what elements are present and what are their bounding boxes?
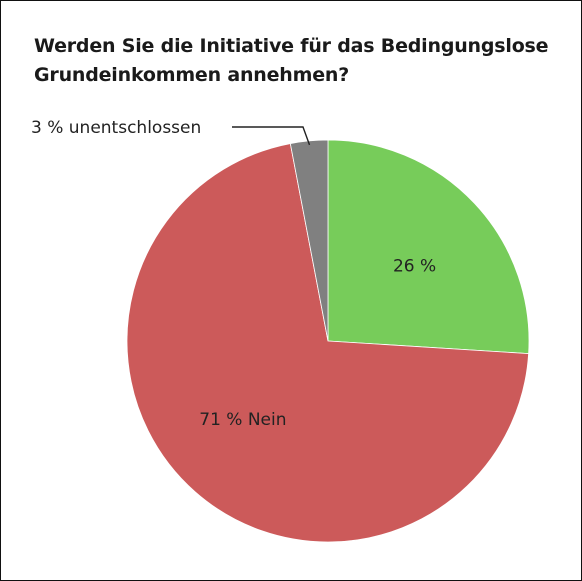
chart-title-line-1: Werden Sie die Initiative für das Beding… — [34, 35, 549, 57]
pie-slice-nein — [126, 143, 530, 543]
leader-line-unentschlossen — [232, 126, 311, 146]
slice-label-ja: 26 % — [393, 256, 436, 276]
pie-slice-unentschlossen — [289, 139, 329, 342]
pie-slice-ja — [327, 139, 530, 355]
chart-title-line-2: Grundeinkommen annehmen? — [34, 64, 350, 86]
slice-label-unentschlossen: 3 % unentschlossen — [31, 118, 201, 138]
slice-label-nein: 71 % Nein — [199, 410, 286, 430]
chart-title: Werden Sie die Initiative für das Beding… — [34, 32, 554, 90]
